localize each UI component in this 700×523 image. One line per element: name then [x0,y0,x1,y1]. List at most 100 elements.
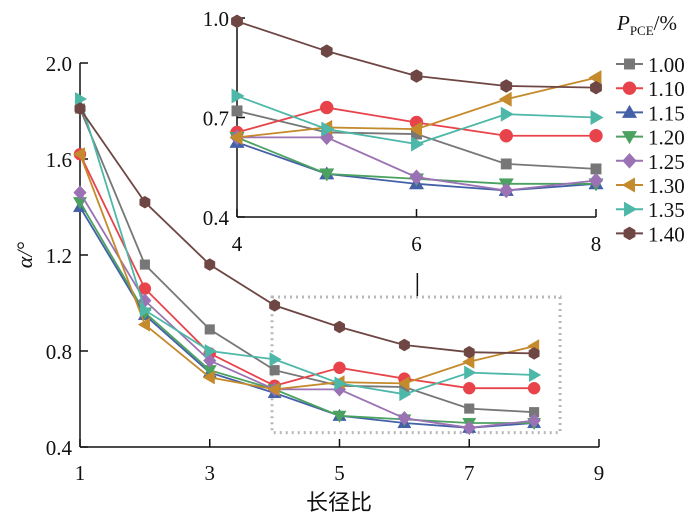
data-point [267,382,280,397]
inset-series-1.25 [229,129,604,199]
data-point [397,376,410,391]
legend-marker [622,152,637,169]
inset-series-1.10 [230,100,603,143]
x-tick-label: 5 [334,461,345,485]
data-point [269,365,280,376]
legend-label: 1.10 [648,77,685,101]
legend-marker [623,226,636,241]
data-point [204,343,217,359]
inset-data-point [500,106,514,122]
y-tick-label: 0.4 [46,436,73,460]
inset-data-point [320,44,333,58]
inset-y-tick-label: 0.4 [203,206,230,230]
inset-data-point [408,121,422,137]
zoom-region-box [270,295,562,435]
inset-y-tick-label: 1.0 [203,7,229,31]
data-point [332,410,347,423]
series-line [79,192,535,429]
legend-marker [624,201,638,217]
data-point [463,381,476,395]
data-point [137,317,150,332]
series-line [79,108,535,414]
inset-x-tick-label: 6 [411,232,422,256]
data-point [139,195,151,209]
inset-data-point [229,129,243,145]
data-point [462,420,476,436]
inset-data-point [499,182,514,199]
inset-data-point [498,91,512,107]
series-line [79,201,535,424]
inset-plot: 0.4 0.7 1.0 4 6 8 [203,7,604,256]
data-point [334,320,345,334]
inset-data-point [500,158,512,170]
data-point [527,413,541,428]
inset-series-1.40 [231,14,602,95]
y-tick-label: 2.0 [46,52,72,76]
inset-data-point [590,80,602,95]
series-line [79,153,535,390]
data-point [528,347,540,360]
legend-label: 1.20 [648,126,685,150]
inset-series-1.35 [231,88,604,152]
inset-y-tick-label: 0.7 [203,107,229,131]
inset-data-point [410,69,423,83]
legend-item-1.25: 1.25 [616,150,685,174]
data-point [74,91,88,107]
x-axis-title: 长径比 [306,490,372,515]
legend: PPCE/% 1.001.101.151.201.251.301.351.40 [616,11,685,246]
legend-item-1.30: 1.30 [616,174,685,198]
data-point [333,361,346,375]
data-point [397,410,412,426]
inset-data-point [231,88,245,104]
legend-item-1.35: 1.35 [616,198,685,222]
data-point [462,354,475,369]
data-point [334,376,347,391]
inset-data-point [231,105,243,117]
x-tick-label: 9 [594,461,605,485]
legend-label: 1.40 [648,222,685,246]
series-line [79,108,535,355]
inset-data-point [588,70,602,86]
main-plot: 0.4 0.8 1.2 1.6 2.0 1 3 5 7 9 [46,52,605,485]
inset-data-point [588,172,604,189]
y-axis-title: α/° [12,242,37,269]
data-point [74,102,86,115]
legend-label: 1.30 [648,174,685,198]
legend-marker [621,177,635,193]
y-tick-label: 0.8 [46,340,72,364]
inset-data-point [411,136,425,152]
data-point [204,258,216,271]
legend-item-1.20: 1.20 [616,126,685,150]
data-point [464,403,475,414]
x-tick-label: 1 [75,461,86,485]
series-line [79,98,535,396]
y-tick-label: 1.6 [46,148,72,172]
inset-data-point [231,14,243,29]
legend-label: 1.15 [648,101,685,125]
inset-data-point [409,169,424,186]
data-point [464,365,477,380]
data-point [527,381,541,395]
inset-data-point [499,128,513,143]
legend-label: 1.00 [648,53,685,77]
legend-item-1.15: 1.15 [616,101,685,125]
inset-x-tick-label: 8 [591,232,602,256]
data-point [202,370,215,385]
data-point [73,185,87,200]
data-point [398,338,410,352]
data-point [139,303,152,318]
x-tick-label: 3 [205,461,216,485]
data-point [529,367,542,383]
legend-label: 1.35 [648,198,685,222]
legend-marker [621,131,638,145]
data-point [269,299,281,312]
legend-title: PPCE/% [616,11,677,38]
legend-item-1.40: 1.40 [616,222,685,246]
data-point [139,259,150,270]
data-point [203,353,217,368]
data-point [204,324,215,335]
data-point [399,387,412,402]
legend-marker [621,104,638,118]
inset-data-point [590,163,602,175]
legend-marker [624,58,635,70]
